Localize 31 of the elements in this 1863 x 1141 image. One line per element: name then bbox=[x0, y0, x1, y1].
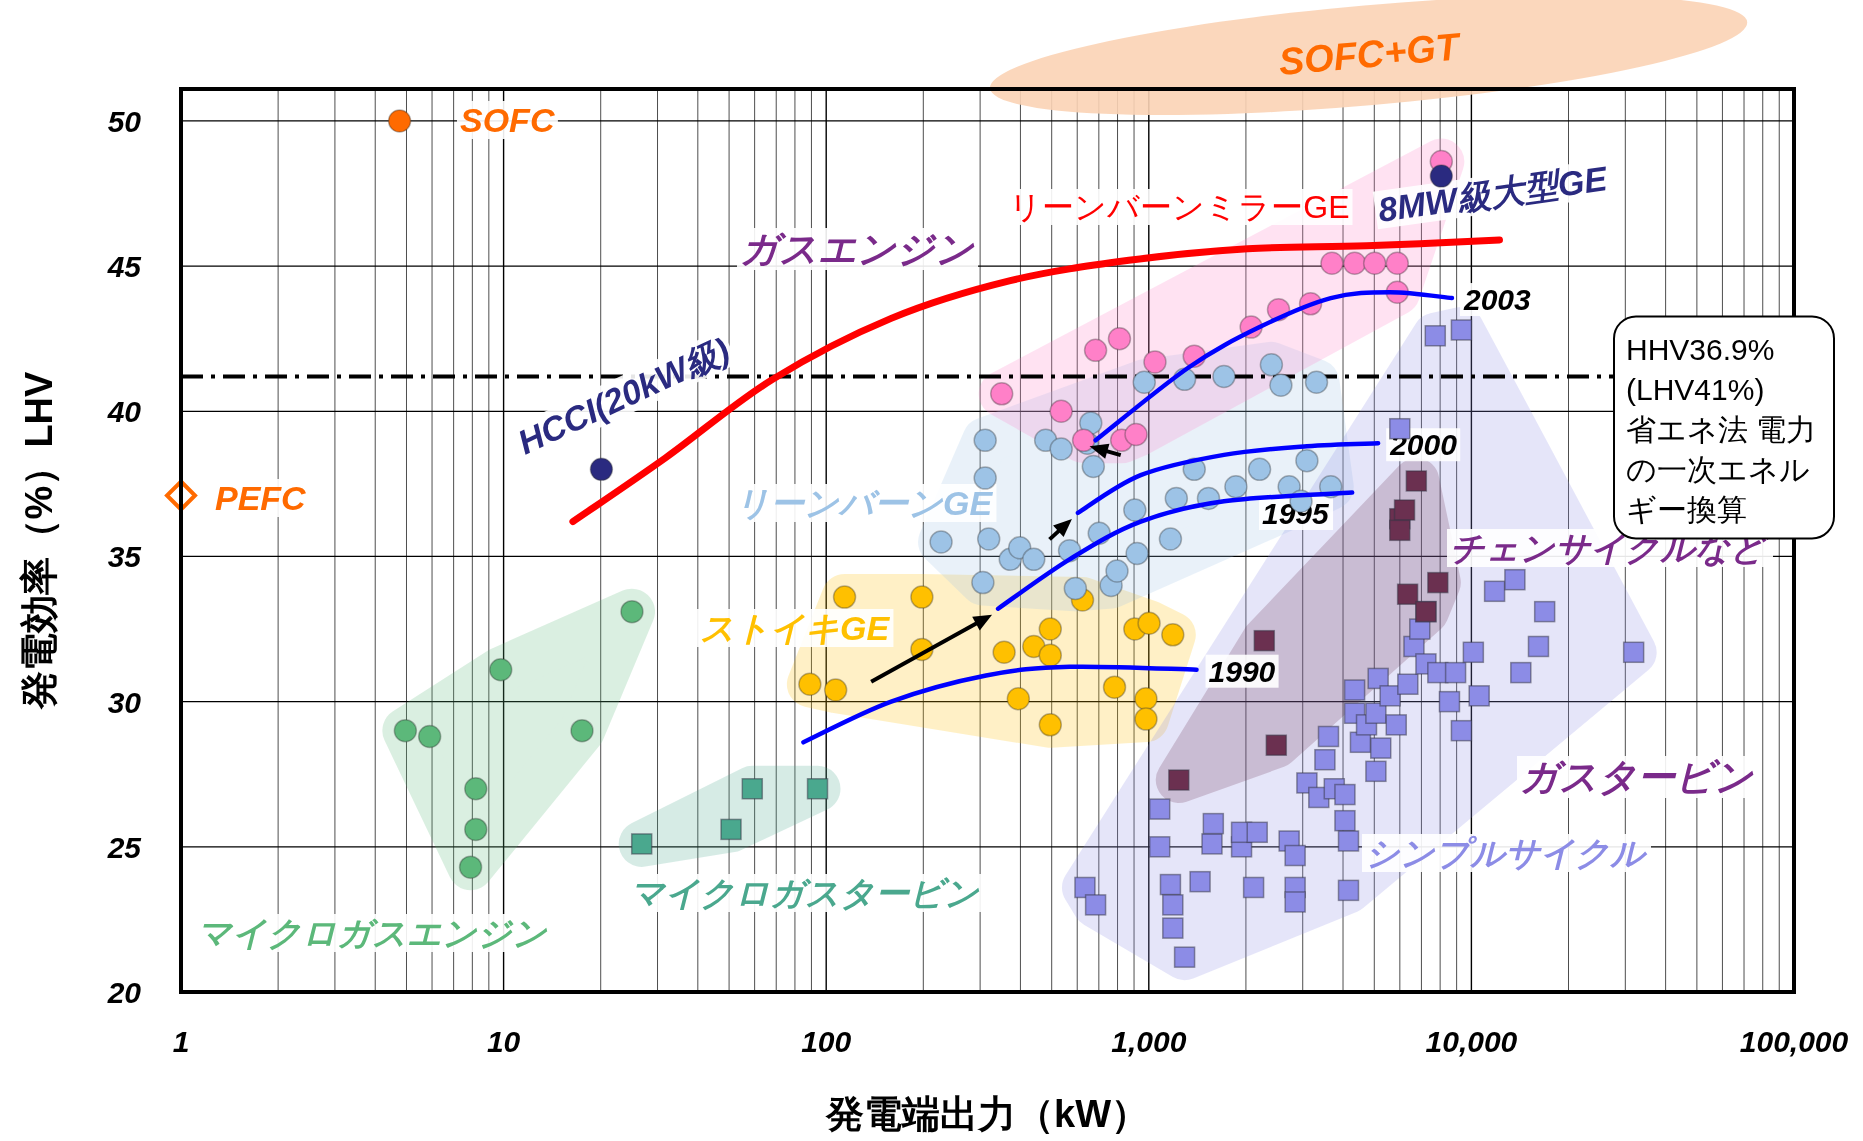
x-axis-title: 発電端出力（kW） bbox=[825, 1093, 1149, 1135]
x-tick-label: 100,000 bbox=[1739, 1025, 1849, 1058]
y-tick-label: 20 bbox=[106, 976, 142, 1009]
series-label: 1990 bbox=[1208, 654, 1276, 688]
y-tick-label: 35 bbox=[107, 540, 143, 574]
annotation: ガスエンジン bbox=[740, 228, 975, 270]
y-tick-label: 25 bbox=[106, 830, 143, 864]
x-tick-label: 10,000 bbox=[1425, 1025, 1518, 1058]
series-label: リーンバーンミラーGE bbox=[1009, 188, 1350, 225]
text: マイクロガスエンジン bbox=[197, 914, 548, 952]
series-label: シンプルサイクル bbox=[1365, 834, 1648, 872]
ref-line-label: HHV36.9% (LHV41%) 省エネ法 電力の一次エネルギー換算 bbox=[1626, 333, 1817, 527]
x-tick-label: 100 bbox=[801, 1025, 852, 1058]
x-tick-label: 10 bbox=[486, 1025, 521, 1058]
series-label: ストイキGE bbox=[700, 609, 891, 647]
series-label: PEFC bbox=[215, 479, 307, 517]
y-tick-label: 45 bbox=[106, 250, 143, 284]
x-tick-label: 1,000 bbox=[1111, 1025, 1187, 1058]
text: 8MW級大型GE bbox=[1375, 159, 1611, 229]
x-tick-label: 1 bbox=[172, 1025, 190, 1058]
series-label: SOFC bbox=[460, 101, 555, 139]
y-tick-label: 30 bbox=[107, 685, 142, 719]
series-label: 2003 bbox=[1462, 283, 1532, 317]
y-tick-label: 50 bbox=[107, 104, 142, 138]
annotation: ガスタービン bbox=[1520, 756, 1754, 798]
series-label: 2000 bbox=[1389, 428, 1458, 462]
series-label: マイクロガスタービン bbox=[630, 874, 980, 912]
text: SOFC+GT bbox=[1277, 25, 1464, 83]
y-tick-label: 40 bbox=[106, 395, 142, 429]
y-axis-title: 発電効率（%）LHV bbox=[18, 370, 60, 711]
series-label: リーンバーンGE bbox=[735, 484, 994, 522]
